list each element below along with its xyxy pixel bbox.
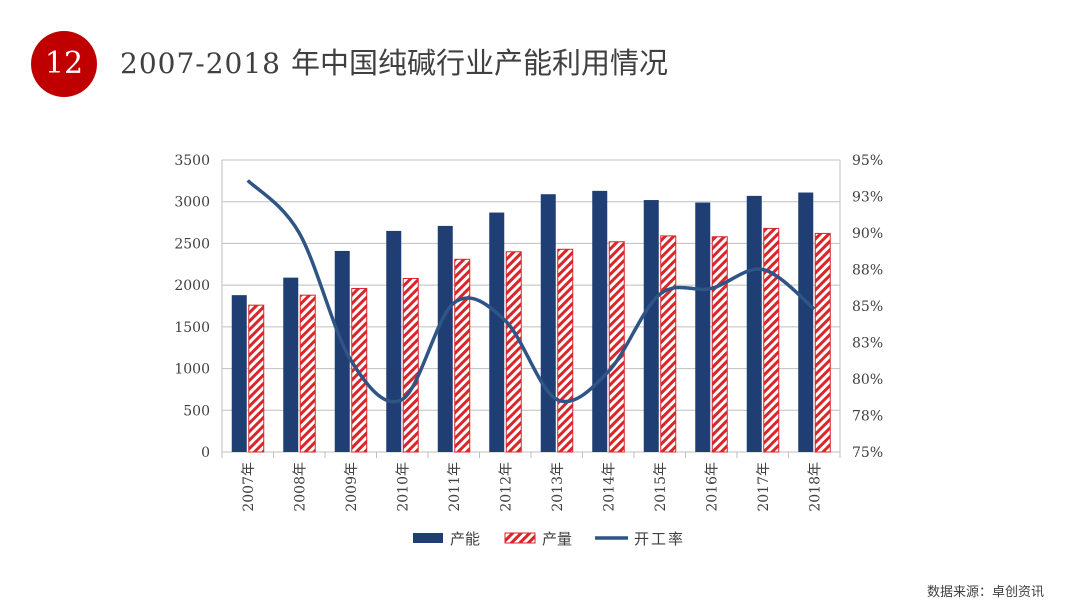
legend-label-production: 产量 [542,530,572,548]
y-right-tick-label: 88% [852,263,883,279]
bar-production [660,235,677,453]
bar-production [814,232,831,453]
x-tick-label: 2010年 [395,462,411,512]
y-right-tick-label: 78% [852,409,883,425]
bar-production [505,251,522,453]
legend-label-capacity: 产能 [450,530,480,548]
bar-capacity [386,230,402,452]
slide-number-badge: 12 [31,31,97,97]
title-text: 年中国纯碱行业产能利用情况 [290,46,668,80]
bar-production [454,258,471,453]
bar-capacity [231,295,247,452]
x-tick-label: 2011年 [447,462,463,512]
y-right-tick-label: 83% [852,336,883,352]
x-tick-label: 2013年 [550,462,566,512]
y-right-tick-label: 85% [852,299,883,315]
slide-number: 12 [44,46,84,81]
y-left-tick-label: 0 [201,445,210,461]
x-tick-label: 2012年 [498,462,514,512]
x-tick-label: 2018年 [807,462,823,512]
title-years: 2007-2018 [120,47,281,80]
y-left-tick-label: 500 [183,403,210,419]
line-operating-rate [246,179,816,404]
bar-production [248,304,265,453]
bar-production [763,227,780,453]
x-tick-label: 2007年 [241,462,257,512]
y-right-tick-label: 75% [852,445,883,461]
bar-capacity [643,200,659,452]
bar-capacity [437,225,453,452]
y-left-tick-label: 3000 [174,195,210,211]
bar-production [711,236,728,453]
bar-capacity [283,277,299,452]
bar-production [557,248,574,453]
y-right-tick-label: 93% [852,190,883,206]
x-tick-label: 2009年 [344,462,360,512]
bar-capacity [592,190,608,452]
bar-capacity [334,250,350,452]
y-left-tick-label: 1500 [174,320,210,336]
x-tick-label: 2017年 [756,462,772,512]
y-right-tick-label: 80% [852,372,883,388]
x-tick-label: 2016年 [704,462,720,512]
page-title: 2007-2018 年中国纯碱行业产能利用情况 [120,40,668,84]
y-right-tick-label: 95% [852,153,883,169]
bar-capacity [798,192,814,452]
bar-production [608,241,625,453]
x-tick-label: 2008年 [292,462,308,512]
legend-swatch-production [504,532,536,544]
y-left-tick-label: 2500 [174,236,210,252]
x-tick-label: 2014年 [601,462,617,512]
bar-production [402,277,419,453]
x-tick-label: 2015年 [653,462,669,512]
legend-swatch-capacity [413,533,443,543]
bar-capacity [695,202,711,452]
bar-capacity [746,195,762,453]
legend-label-rate: 开工率 [634,530,685,548]
bar-capacity [540,194,556,452]
y-left-tick-label: 2000 [174,278,210,294]
y-left-tick-label: 3500 [174,153,210,169]
bar-production [299,294,316,453]
y-left-tick-label: 1000 [174,362,210,378]
bar-capacity [489,212,505,452]
y-right-tick-label: 90% [852,226,883,242]
data-source: 数据来源：卓创资讯 [926,585,1044,600]
